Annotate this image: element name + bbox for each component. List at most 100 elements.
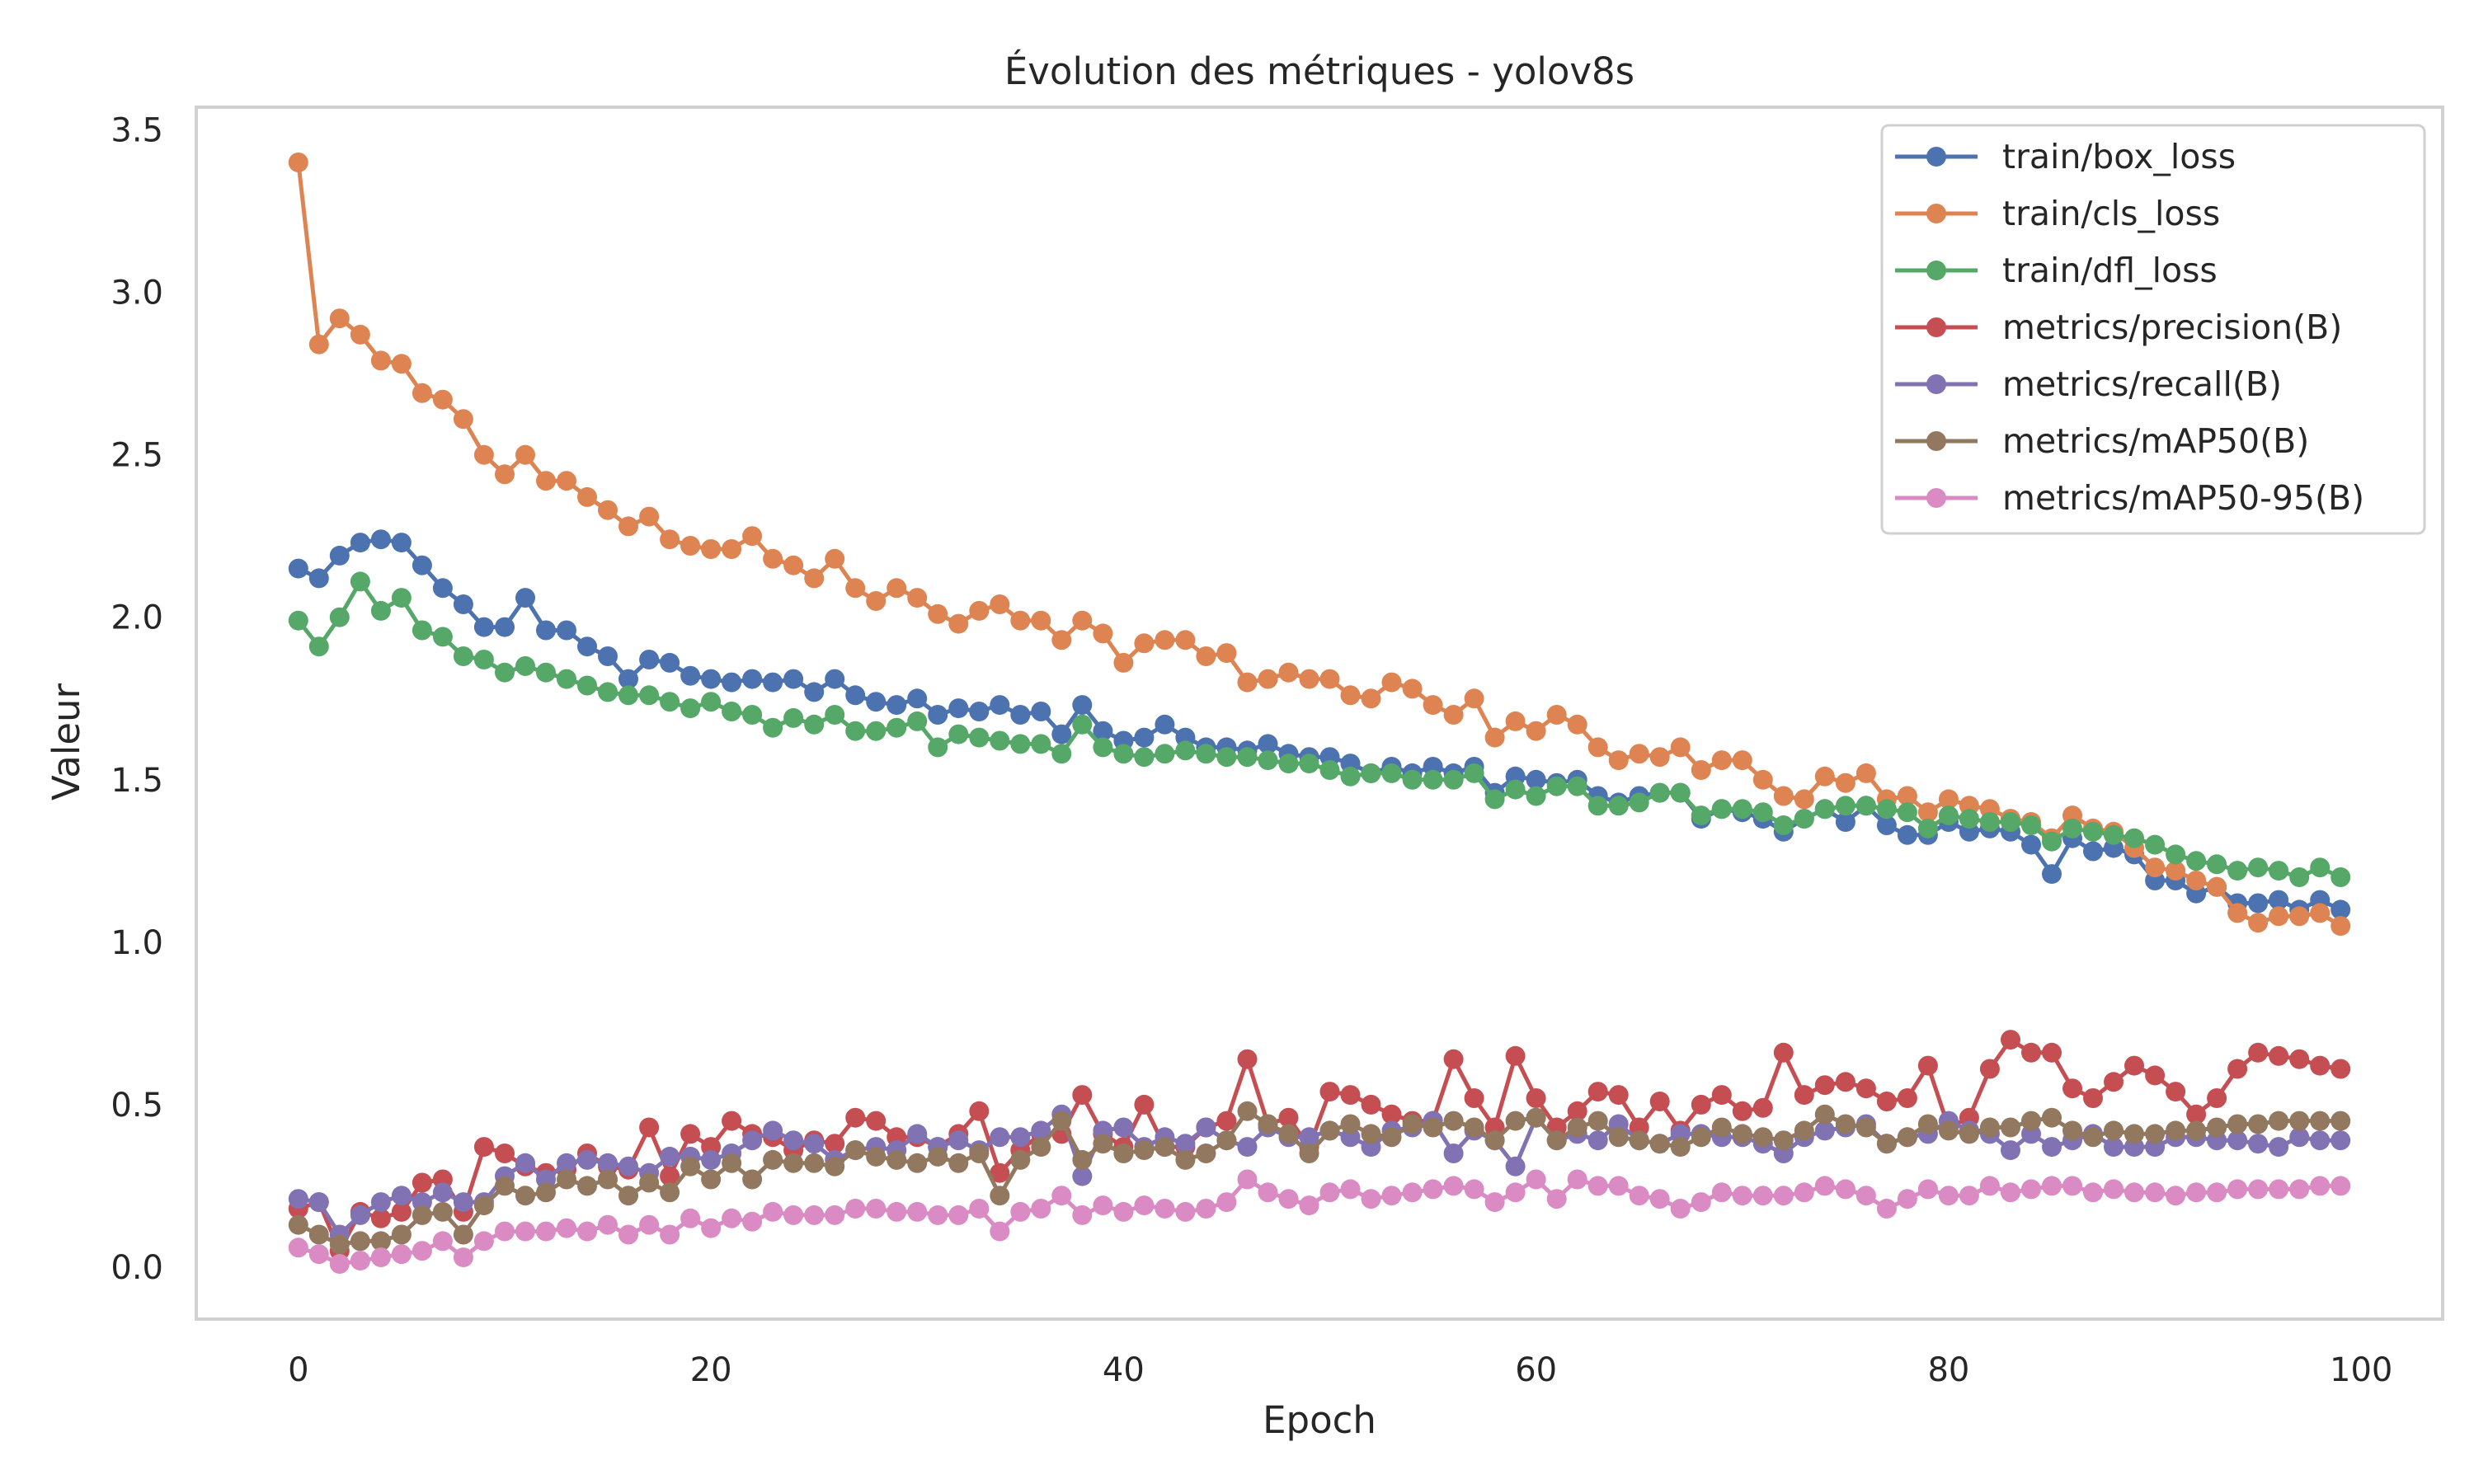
data-point	[701, 692, 722, 712]
data-point	[1835, 796, 1856, 816]
data-point	[391, 1244, 412, 1265]
data-point	[1794, 789, 1814, 810]
data-point	[1752, 802, 1773, 823]
data-point	[783, 1130, 804, 1151]
data-point	[1010, 1149, 1031, 1170]
data-point	[1505, 1045, 1526, 1066]
data-point	[453, 1192, 473, 1213]
data-point	[495, 1144, 515, 1163]
data-point	[1814, 1120, 1835, 1141]
data-point	[2145, 1065, 2166, 1086]
data-point	[2083, 821, 2103, 842]
data-point	[887, 578, 907, 599]
data-point	[2227, 861, 2248, 881]
data-point	[1134, 747, 1155, 768]
legend-entry: train/box_loss	[1895, 137, 2236, 176]
data-point	[577, 1149, 597, 1170]
data-point	[2310, 857, 2331, 878]
data-point	[1526, 769, 1546, 790]
legend-marker	[1926, 317, 1946, 337]
data-point	[660, 1146, 680, 1167]
data-point	[1010, 1127, 1031, 1148]
data-point	[2207, 876, 2227, 897]
data-point	[1711, 1117, 1732, 1138]
data-point	[969, 1199, 990, 1219]
data-point	[1093, 1134, 1113, 1154]
data-point	[1423, 1179, 1443, 1200]
data-point	[701, 669, 722, 689]
data-point	[1402, 769, 1423, 790]
data-point	[432, 627, 453, 647]
data-point	[412, 1241, 432, 1261]
legend-label: train/box_loss	[2002, 137, 2236, 176]
data-point	[473, 650, 494, 669]
data-point	[1691, 760, 1711, 780]
series-1	[288, 153, 2351, 937]
data-point	[1814, 799, 1835, 819]
data-point	[1526, 1088, 1546, 1108]
data-point	[1794, 1182, 1814, 1203]
data-point	[928, 705, 948, 725]
data-point	[453, 1224, 473, 1245]
data-point	[1113, 652, 1134, 673]
data-point	[308, 636, 329, 657]
y-tick-label: 1.5	[111, 762, 163, 800]
data-point	[1835, 773, 1856, 793]
data-point	[1608, 796, 1629, 816]
series-line	[296, 579, 2342, 880]
data-point	[1464, 1088, 1484, 1108]
data-point	[1072, 695, 1093, 716]
data-point	[825, 548, 845, 569]
data-point	[639, 1172, 660, 1193]
data-point	[1175, 740, 1196, 761]
data-point	[1464, 688, 1484, 709]
y-axis-label: Valeur	[45, 683, 88, 801]
data-point	[1876, 815, 1897, 835]
data-point	[618, 1186, 638, 1206]
data-point	[1361, 1094, 1381, 1115]
data-point	[1031, 1120, 1051, 1141]
data-point	[2104, 1137, 2124, 1158]
data-point	[948, 1130, 969, 1151]
chart-title: Évolution des métriques - yolov8s	[1004, 49, 1634, 93]
data-point	[1134, 633, 1155, 654]
data-point	[701, 1149, 722, 1170]
data-point	[288, 610, 308, 631]
series-line	[297, 1109, 2341, 1247]
data-point	[1361, 1124, 1381, 1144]
data-point	[1938, 1186, 1959, 1206]
data-point	[990, 695, 1010, 716]
data-point	[618, 516, 638, 537]
data-point	[1196, 744, 1216, 764]
data-point	[577, 1221, 597, 1242]
data-point	[2310, 1176, 2331, 1196]
data-point	[948, 1205, 969, 1225]
data-point	[2104, 1072, 2124, 1092]
data-point	[887, 695, 907, 716]
data-point	[598, 1153, 618, 1173]
data-point	[742, 669, 763, 689]
data-point	[1031, 734, 1051, 754]
data-point	[1381, 763, 1402, 783]
data-point	[432, 1231, 453, 1252]
data-point	[990, 1127, 1010, 1148]
data-point	[1876, 1199, 1897, 1219]
data-point	[639, 1117, 660, 1138]
data-point	[1093, 1195, 1113, 1216]
data-point	[845, 685, 866, 706]
data-point	[1835, 812, 1856, 832]
data-point	[1567, 1117, 1587, 1138]
data-point	[845, 1199, 866, 1219]
data-point	[1340, 766, 1361, 787]
data-point	[1175, 630, 1196, 650]
data-point	[1897, 802, 1917, 823]
data-point	[701, 1169, 722, 1190]
data-point	[1567, 1169, 1587, 1190]
data-point	[722, 702, 742, 721]
data-point	[2166, 844, 2186, 865]
data-point	[1031, 1199, 1051, 1219]
data-point	[329, 1234, 350, 1255]
data-point	[1443, 1111, 1464, 1131]
data-point	[1155, 714, 1175, 735]
data-point	[866, 591, 887, 611]
